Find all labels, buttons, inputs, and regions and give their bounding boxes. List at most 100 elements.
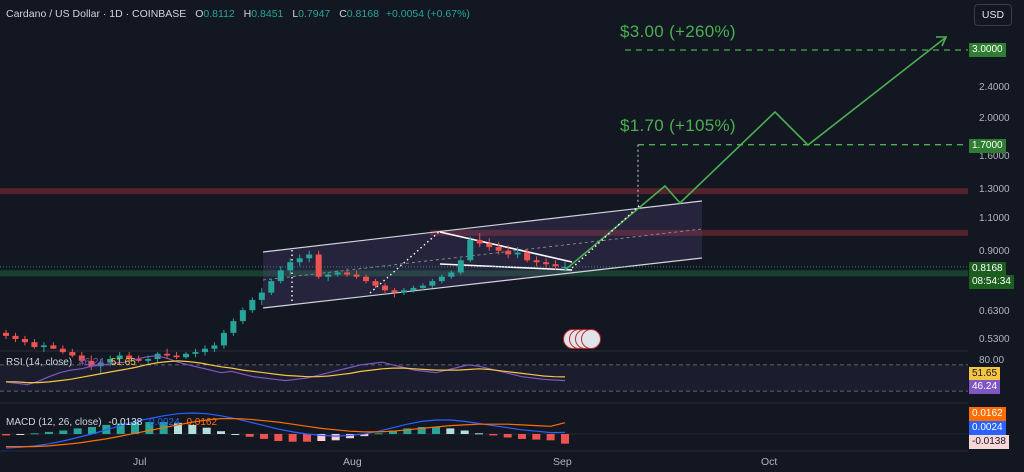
macd-hist-value: -0.0138 [108,417,143,428]
close-value: 0.8168 [346,8,379,20]
candle-body [201,348,208,353]
candle-body [562,266,568,269]
candle-body [12,335,19,339]
channel-lower-line [262,257,703,309]
macd-histogram-bar [16,434,25,435]
projection-arrowhead [936,36,948,47]
candle-body [239,310,246,322]
channel-upper-line [262,200,703,253]
price-tick: 0.6300 [979,306,1010,317]
candle-body [429,281,436,286]
macd-hist-price-label: -0.0138 [969,435,1009,449]
candle-body [135,359,142,361]
candle-body [325,274,332,277]
macd-histogram-bar [202,427,211,434]
macd-histogram-bar [59,430,68,434]
candle-body [363,276,370,282]
candle-body [59,348,66,353]
time-tick-oct: Oct [761,456,778,468]
open-value: 0.8112 [203,8,235,20]
signal-line [6,418,566,448]
macd-histogram-bar [360,434,369,437]
low-value: 0.7947 [298,8,331,20]
macd-histogram-bar [174,422,182,434]
candle-body [192,352,199,354]
price-tick: 2.0000 [979,113,1010,124]
rsi-axis-top: 80.00 [979,355,1005,366]
candle-body [268,281,275,293]
macd-histogram-bar [389,430,397,434]
macd-histogram-bar [432,427,440,434]
candle-body [126,355,133,360]
macd-label[interactable]: MACD (12, 26, close) [6,417,102,428]
macd-histogram-bar [73,428,82,434]
dotted-move-line [369,230,441,294]
candle-body [543,262,550,265]
candle-body [164,353,171,356]
candle-body [296,258,303,263]
macd-histogram-bar [288,434,297,442]
candle-body [410,287,417,291]
price-tick: 0.9000 [979,246,1010,257]
economic-events-icon[interactable] [563,329,603,349]
macd-histogram-bar [217,431,225,434]
target-1-7-annotation: $1.70 (+105%) [620,116,736,135]
candle-body [457,260,464,273]
macd-histogram-bar [532,434,541,440]
rsi-label[interactable]: RSI (14, close) [6,357,73,368]
candle-body [306,254,313,259]
channel-fill [263,201,702,308]
candle-body [287,262,294,271]
macd-line [5,412,566,449]
channel-mid-line [262,228,703,281]
current-price-label: 0.8168 [969,262,1006,276]
macd-histogram-bar [274,434,283,441]
candle-body [514,252,521,255]
close-label: C [339,8,347,20]
candle-body [145,359,152,361]
price-tick: 1.6000 [979,151,1010,162]
macd-histogram-bar [260,434,268,439]
symbol-header: Cardano / US Dollar · 1D · COINBASE O0.8… [6,8,470,20]
candle-body [88,360,95,367]
high-value: 0.8451 [251,8,284,20]
macd-histogram-bar [188,424,197,434]
price-tick: 1.3000 [979,184,1010,195]
candle-body [391,290,398,293]
symbol-title[interactable]: Cardano / US Dollar · 1D · COINBASE [6,8,187,20]
rsi-price-label: 46.24 [969,380,1001,394]
candle-body [3,332,9,336]
candle-body [116,355,123,360]
macd-histogram-bar [417,427,426,434]
signal-price-label: 0.0162 [969,407,1006,421]
candle-body [334,272,341,275]
macd-histogram-bar [460,430,469,434]
macd-histogram-bar [518,434,526,439]
macd-histogram-bar [2,434,10,436]
candle-body [495,247,502,251]
macd-histogram-bar [116,423,125,434]
candle-body [419,285,426,288]
high-label: H [243,8,252,20]
candle-body [107,359,114,363]
price-tick: 1.1000 [979,213,1010,224]
candle-body [230,321,237,333]
macd-value: 0.0024 [149,417,180,428]
macd-histogram-bar [489,434,498,436]
macd-histogram-bar [303,434,311,442]
candle-body [69,352,76,356]
candle-body [400,290,407,293]
candle-body [249,299,256,311]
currency-button[interactable]: USD [974,4,1012,26]
candle-body [344,272,351,275]
candle-body [97,362,104,367]
candle-body [173,355,180,358]
candle-body [476,239,483,244]
candle-body [467,239,474,261]
open-label: O [195,8,204,20]
macd-histogram-bar [131,422,139,434]
macd-histogram-bar [561,434,569,444]
candle-body [533,260,540,263]
macd-price-label: 0.0024 [969,421,1006,435]
